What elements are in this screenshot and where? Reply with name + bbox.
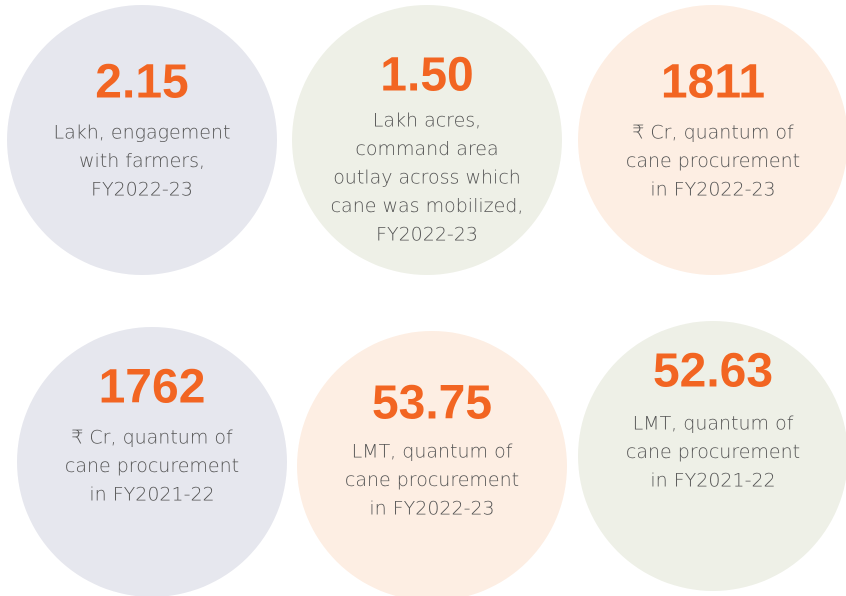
stat-caption: outlay across which [333,167,521,189]
stat-caption: Lakh, engagement [54,122,231,144]
stat-circle [578,5,846,275]
stat-value: 1.50 [380,49,473,102]
stat-caption: ₹ Cr, quantum of [71,427,233,449]
stat-value: 53.75 [372,377,492,430]
stat-circle [17,327,287,596]
stat-caption: in FY2021-22 [650,470,775,492]
stat-value: 1762 [99,361,206,414]
stat-value: 1811 [661,56,765,109]
stat-circle [7,5,277,275]
stat-caption: ₹ Cr, quantum of [632,122,794,144]
stat-circle [578,321,846,591]
stat-caption: with farmers, [79,150,205,172]
stat-caption: FY2022-23 [91,179,193,201]
stat-caption: LMT, quantum of [633,413,794,435]
stat-caption: cane procurement [65,455,239,477]
stat-caption: command area [355,138,498,160]
stat-caption: LMT, quantum of [352,441,513,463]
stat-caption: cane procurement [626,150,800,172]
stat-caption: in FY2021-22 [89,484,214,506]
stat-caption: FY2022-23 [376,224,478,246]
stat-caption: cane procurement [626,441,800,463]
stat-caption: cane procurement [345,469,519,491]
stat-value: 2.15 [95,56,188,109]
stat-caption: cane was mobilized, [331,195,524,217]
stat-caption: Lakh acres, [373,110,481,132]
stat-value: 52.63 [653,345,773,398]
stat-caption: in FY2022-23 [369,498,494,520]
stat-circle [297,331,567,596]
stat-caption: in FY2022-23 [650,179,775,201]
stat-circle [292,5,562,275]
